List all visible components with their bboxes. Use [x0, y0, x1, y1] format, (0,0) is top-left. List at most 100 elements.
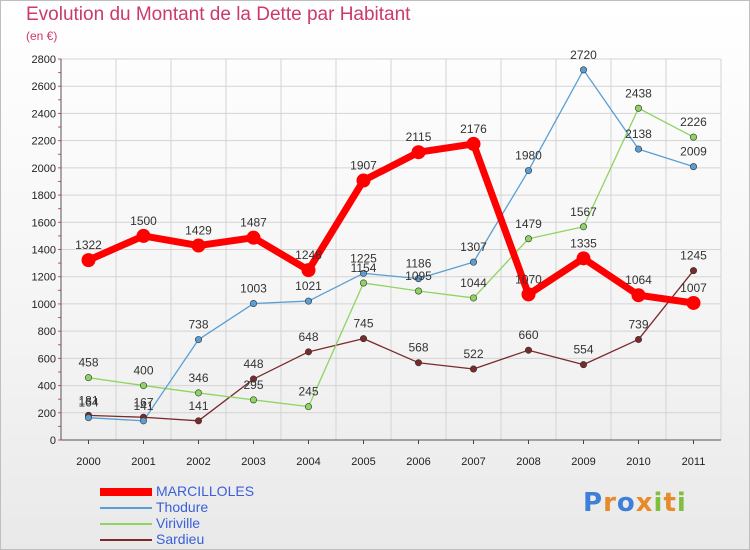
grid — [60, 58, 722, 440]
series-line-marcilloles — [85, 140, 697, 307]
data-point-thodure — [469, 258, 477, 266]
series-line-thodure — [87, 69, 695, 422]
data-label-marcilloles: 2176 — [460, 122, 487, 136]
data-label-marcilloles: 1064 — [625, 273, 652, 287]
data-point-marcilloles — [466, 136, 481, 151]
data-point-thodure — [140, 417, 148, 425]
data-label-viriville: 1567 — [570, 205, 597, 219]
y-tick-label: 2200 — [32, 136, 56, 148]
data-point-marcilloles — [136, 228, 151, 243]
series-line-viriville — [87, 107, 695, 408]
legend-label: MARCILLOLES — [156, 483, 255, 499]
logo-letter: i — [676, 488, 687, 518]
data-label-viriville: 458 — [78, 356, 98, 370]
data-label-thodure: 2138 — [625, 127, 652, 141]
x-tick-label: 2001 — [131, 456, 155, 468]
data-label-viriville: 1154 — [351, 261, 377, 275]
data-point-marcilloles — [356, 173, 371, 188]
data-label-thodure: 2009 — [680, 145, 707, 159]
data-point-thodure — [579, 66, 587, 74]
y-tick-label: 1000 — [32, 299, 56, 311]
data-label-marcilloles: 1429 — [185, 224, 212, 238]
data-label-viriville: 295 — [243, 378, 263, 392]
data-labels: 1322 1500 1429 1487 1248 1907 2115 2176 1070 1335… — [75, 48, 707, 413]
data-point-marcilloles — [521, 287, 536, 302]
data-point-viriville — [634, 104, 642, 112]
x-tick-label: 2002 — [186, 456, 210, 468]
data-point-viriville — [524, 235, 532, 243]
data-point-thodure — [250, 300, 258, 308]
axes: 0 200 400 600 800 1000 1200 1400 1600 1800 2000 220… — [32, 54, 721, 468]
y-tick-label: 800 — [38, 326, 56, 338]
data-label-viriville: 1479 — [515, 217, 542, 231]
data-point-thodure — [414, 275, 422, 283]
data-point-thodure — [689, 163, 697, 171]
chart-unit-label: (en €) — [26, 29, 58, 43]
data-label-viriville: 346 — [188, 371, 208, 385]
x-tick-label: 2011 — [682, 456, 706, 468]
data-point-marcilloles — [411, 145, 426, 160]
data-label-thodure: 2720 — [570, 48, 597, 62]
data-point-sardieu — [524, 346, 532, 354]
data-label-viriville: 2226 — [680, 115, 707, 129]
data-point-sardieu — [195, 417, 203, 425]
x-tick-label: 2005 — [351, 456, 375, 468]
data-point-viriville — [579, 223, 587, 231]
data-label-sardieu: 554 — [573, 343, 593, 357]
data-label-viriville: 1095 — [405, 269, 432, 283]
data-label-sardieu: 448 — [243, 357, 263, 371]
data-label-marcilloles: 1487 — [240, 216, 267, 230]
proxiti-logo: Proxiti — [583, 488, 687, 518]
data-label-sardieu: 1245 — [680, 249, 707, 263]
data-label-sardieu: 745 — [353, 317, 373, 331]
x-tick-label: 2004 — [296, 456, 320, 468]
data-point-viriville — [195, 389, 203, 397]
data-point-thodure — [634, 145, 642, 153]
data-label-marcilloles: 1070 — [515, 272, 542, 286]
data-label-viriville: 400 — [133, 364, 153, 378]
y-tick-label: 600 — [38, 353, 56, 365]
data-point-thodure — [195, 336, 203, 344]
data-point-marcilloles — [686, 295, 701, 310]
data-point-marcilloles — [631, 288, 646, 303]
logo-letter: x — [635, 488, 654, 518]
data-point-sardieu — [689, 267, 697, 275]
data-point-thodure — [304, 297, 312, 305]
data-label-thodure: 1225 — [350, 251, 377, 265]
y-tick-label: 1400 — [32, 245, 56, 257]
data-point-viriville — [469, 294, 477, 302]
data-point-viriville — [304, 403, 312, 411]
y-tick-label: 200 — [38, 408, 56, 420]
legend-label: Thodure — [156, 499, 209, 515]
data-label-sardieu: 568 — [408, 341, 428, 355]
y-tick-label: 2400 — [32, 108, 56, 120]
data-label-sardieu: 167 — [133, 395, 153, 409]
data-label-viriville: 1044 — [460, 276, 487, 290]
legend-swatch — [100, 488, 152, 496]
y-tick-label: 1200 — [32, 272, 56, 284]
data-label-thodure: 1186 — [406, 257, 432, 271]
x-tick-label: 2003 — [241, 456, 265, 468]
data-label-marcilloles: 1907 — [350, 159, 377, 173]
data-label-sardieu: 141 — [188, 399, 208, 413]
x-tick-label: 2006 — [406, 456, 430, 468]
logo-letter: i — [653, 488, 664, 518]
data-label-thodure: 141 — [133, 399, 153, 413]
data-label-sardieu: 522 — [463, 347, 483, 361]
legend-swatch — [100, 523, 152, 525]
data-point-marcilloles — [246, 230, 261, 245]
logo-letter: t — [663, 488, 677, 518]
series-lines — [85, 69, 697, 422]
y-tick-label: 2000 — [32, 163, 56, 175]
x-tick-label: 2000 — [76, 456, 100, 468]
y-tick-label: 0 — [50, 435, 56, 447]
data-label-thodure: 164 — [78, 396, 98, 410]
y-tick-label: 2800 — [32, 54, 56, 66]
data-point-viriville — [250, 396, 258, 404]
data-label-sardieu: 739 — [628, 317, 648, 331]
data-label-thodure: 738 — [188, 318, 208, 332]
data-label-viriville: 2438 — [625, 86, 652, 100]
x-tick-label: 2009 — [571, 456, 595, 468]
data-point-marcilloles — [576, 251, 591, 266]
data-point-sardieu — [469, 365, 477, 373]
